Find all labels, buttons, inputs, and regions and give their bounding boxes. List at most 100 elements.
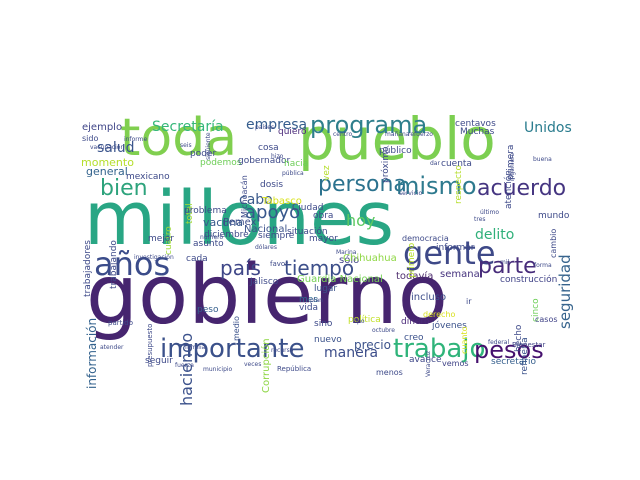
cloud-word: incluso xyxy=(411,292,447,303)
cloud-word: casos xyxy=(535,315,558,324)
cloud-word: familia xyxy=(185,344,206,351)
cloud-word: sólo xyxy=(339,255,360,266)
cloud-word: mundo xyxy=(538,211,570,221)
cloud-word: pueblo xyxy=(298,105,496,173)
cloud-word: seis xyxy=(180,142,192,149)
cloud-word: cuanto xyxy=(460,327,469,355)
cloud-word: mejor xyxy=(148,234,175,244)
cloud-word: informe xyxy=(124,136,148,143)
cloud-word: presupuesto xyxy=(146,324,154,368)
cloud-word: toda xyxy=(120,108,238,168)
cloud-word: quiero xyxy=(278,127,307,137)
cloud-word: hizo xyxy=(271,153,284,160)
cloud-word: vemos xyxy=(442,359,469,368)
cloud-word: Unidos xyxy=(524,120,572,136)
cloud-word: sido xyxy=(82,134,99,143)
cloud-word: hecho xyxy=(514,325,524,353)
cloud-word: servicio xyxy=(399,190,423,197)
cloud-word: Michoacán xyxy=(240,175,249,218)
cloud-word: tipo xyxy=(353,318,365,325)
cloud-word: mes xyxy=(299,295,318,305)
cloud-word: política xyxy=(348,315,381,325)
cloud-word: general xyxy=(86,165,128,178)
cloud-word: derecho xyxy=(423,310,456,319)
cloud-word: partido xyxy=(108,319,134,327)
cloud-word: diciembre xyxy=(204,230,249,240)
cloud-word: creo xyxy=(404,333,424,343)
cloud-word: momento xyxy=(81,156,134,169)
cloud-word: importante xyxy=(160,334,305,364)
cloud-word: podemos xyxy=(200,158,242,168)
cloud-word: buena xyxy=(533,156,552,163)
cloud-word: próximo xyxy=(381,146,391,183)
cloud-word: trabajadores xyxy=(83,240,93,297)
cloud-word: país xyxy=(220,256,261,280)
cloud-word: mayor xyxy=(309,234,338,244)
cloud-word: seguridad xyxy=(556,254,574,329)
cloud-word: cuenta xyxy=(441,159,472,169)
cloud-word: vez xyxy=(322,165,332,181)
cloud-word: todavía xyxy=(396,271,434,282)
cloud-word: Tabasco xyxy=(262,196,302,207)
cloud-word: seguir xyxy=(145,356,173,366)
cloud-word: siguiente xyxy=(205,132,212,160)
cloud-word: menos xyxy=(376,368,403,377)
cloud-word: Muchas xyxy=(460,127,495,137)
cloud-word: precio xyxy=(354,338,391,352)
cloud-word: secretario xyxy=(491,357,536,367)
cloud-word: gente xyxy=(403,234,496,272)
cloud-word: nuevo xyxy=(314,335,342,345)
cloud-word: cada xyxy=(186,254,208,264)
cloud-word: Nacional xyxy=(244,224,288,235)
cloud-word: pesos xyxy=(474,336,544,364)
cloud-word: obra xyxy=(313,211,334,221)
cloud-word: mexicano xyxy=(126,172,170,182)
cloud-word: problema xyxy=(184,206,227,216)
cloud-word: último xyxy=(480,209,500,216)
cloud-word: hacia xyxy=(284,159,309,169)
cloud-word: fuerza xyxy=(175,362,194,369)
cloud-word: medio xyxy=(232,316,241,341)
cloud-word: empresa xyxy=(246,117,308,133)
cloud-word: dólares xyxy=(255,244,277,251)
cloud-word: atender xyxy=(100,344,124,351)
cloud-word: construcción xyxy=(500,275,558,285)
cloud-word: investigación xyxy=(134,254,174,261)
cloud-word: gobierno xyxy=(86,248,448,343)
cloud-word: mil xyxy=(500,259,510,266)
cloud-word: tres xyxy=(474,216,486,223)
cloud-word: Marina xyxy=(336,249,357,256)
cloud-word: centavos xyxy=(455,119,496,129)
cloud-word: cosa xyxy=(258,143,279,153)
cloud-word: delito xyxy=(475,227,515,243)
cloud-word: cambio xyxy=(549,229,558,259)
cloud-word: informar xyxy=(436,243,475,253)
cloud-word: Pemex xyxy=(223,217,257,228)
cloud-word: mañana xyxy=(385,131,410,138)
cloud-word: Chihuahua xyxy=(343,253,397,264)
cloud-word: gobernador xyxy=(238,156,291,166)
cloud-word: público xyxy=(379,146,412,156)
cloud-word: sino xyxy=(314,319,333,329)
cloud-word: pública xyxy=(282,170,304,177)
cloud-word: octubre xyxy=(372,327,395,334)
cloud-word: primero xyxy=(407,243,417,279)
cloud-word: centro xyxy=(333,131,353,138)
cloud-word: trabajo xyxy=(393,334,486,364)
cloud-word: plan xyxy=(310,297,323,304)
cloud-word: años xyxy=(94,245,171,283)
cloud-word: recurso xyxy=(271,347,294,354)
cloud-word: República xyxy=(277,365,312,373)
cloud-word: Bienestar xyxy=(512,341,546,349)
cloud-word: jóvenes xyxy=(432,321,467,331)
cloud-word: hoy xyxy=(346,211,376,230)
cloud-word: favor xyxy=(270,260,289,268)
cloud-word: persona xyxy=(318,172,407,197)
cloud-word: Guardia Nacional xyxy=(297,274,383,285)
cloud-word: avance xyxy=(409,355,442,365)
cloud-word: Secretaría xyxy=(152,119,224,135)
cloud-word: peso xyxy=(197,305,219,315)
cloud-word: siempre xyxy=(258,231,295,241)
cloud-word: bien xyxy=(100,176,148,201)
